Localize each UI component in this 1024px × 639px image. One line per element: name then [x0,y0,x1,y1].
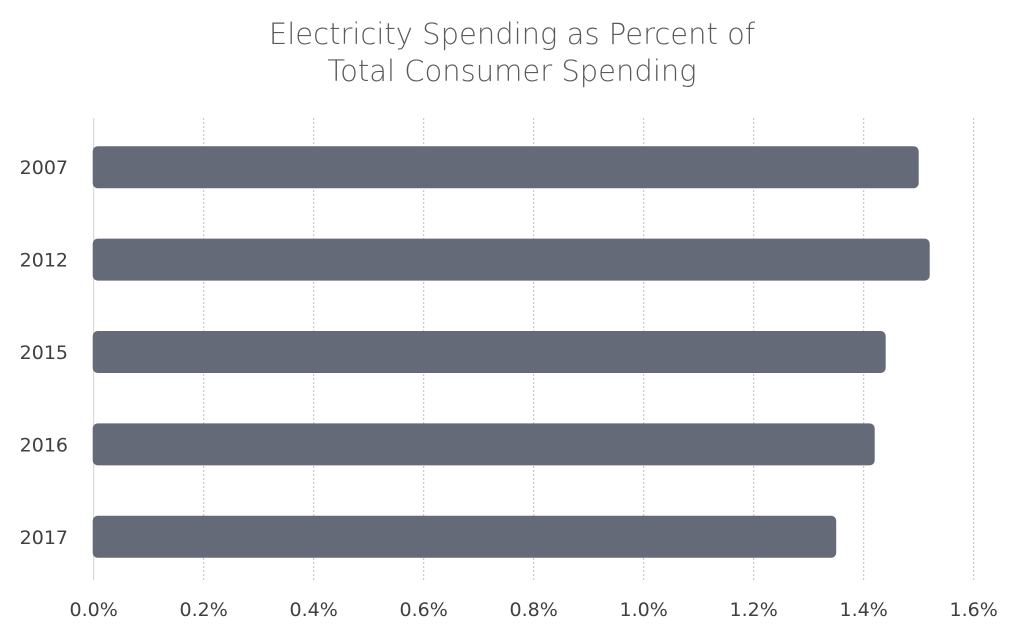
y-tick-label: 2007 [20,157,68,179]
bar-2016 [92,423,875,466]
chart-title: Electricity Spending as Percent of Total… [0,16,1024,90]
x-tick-label: 0.4% [290,599,338,621]
x-tick-label: 1.6% [950,599,998,621]
y-tick-label: 2016 [20,434,68,456]
y-tick-label: 2012 [20,250,68,272]
bar-2015 [92,331,886,373]
x-tick-label: 0.8% [510,599,558,621]
y-tick-label: 2017 [20,527,68,549]
x-tick-label: 0.2% [180,599,228,621]
x-tick-label: 0.6% [400,599,448,621]
x-tick-label: 1.0% [620,599,668,621]
bar-2012 [92,238,930,281]
chart-title-line-2: Total Consumer Spending [327,54,697,88]
chart-title-line-1: Electricity Spending as Percent of [268,17,756,51]
x-tick-label: 1.2% [730,599,778,621]
bar-2017 [92,515,837,558]
x-tick-label: 1.4% [840,599,888,621]
y-tick-label: 2015 [20,342,68,364]
x-tick-label: 0.0% [70,599,118,621]
bar-2007 [92,146,919,189]
